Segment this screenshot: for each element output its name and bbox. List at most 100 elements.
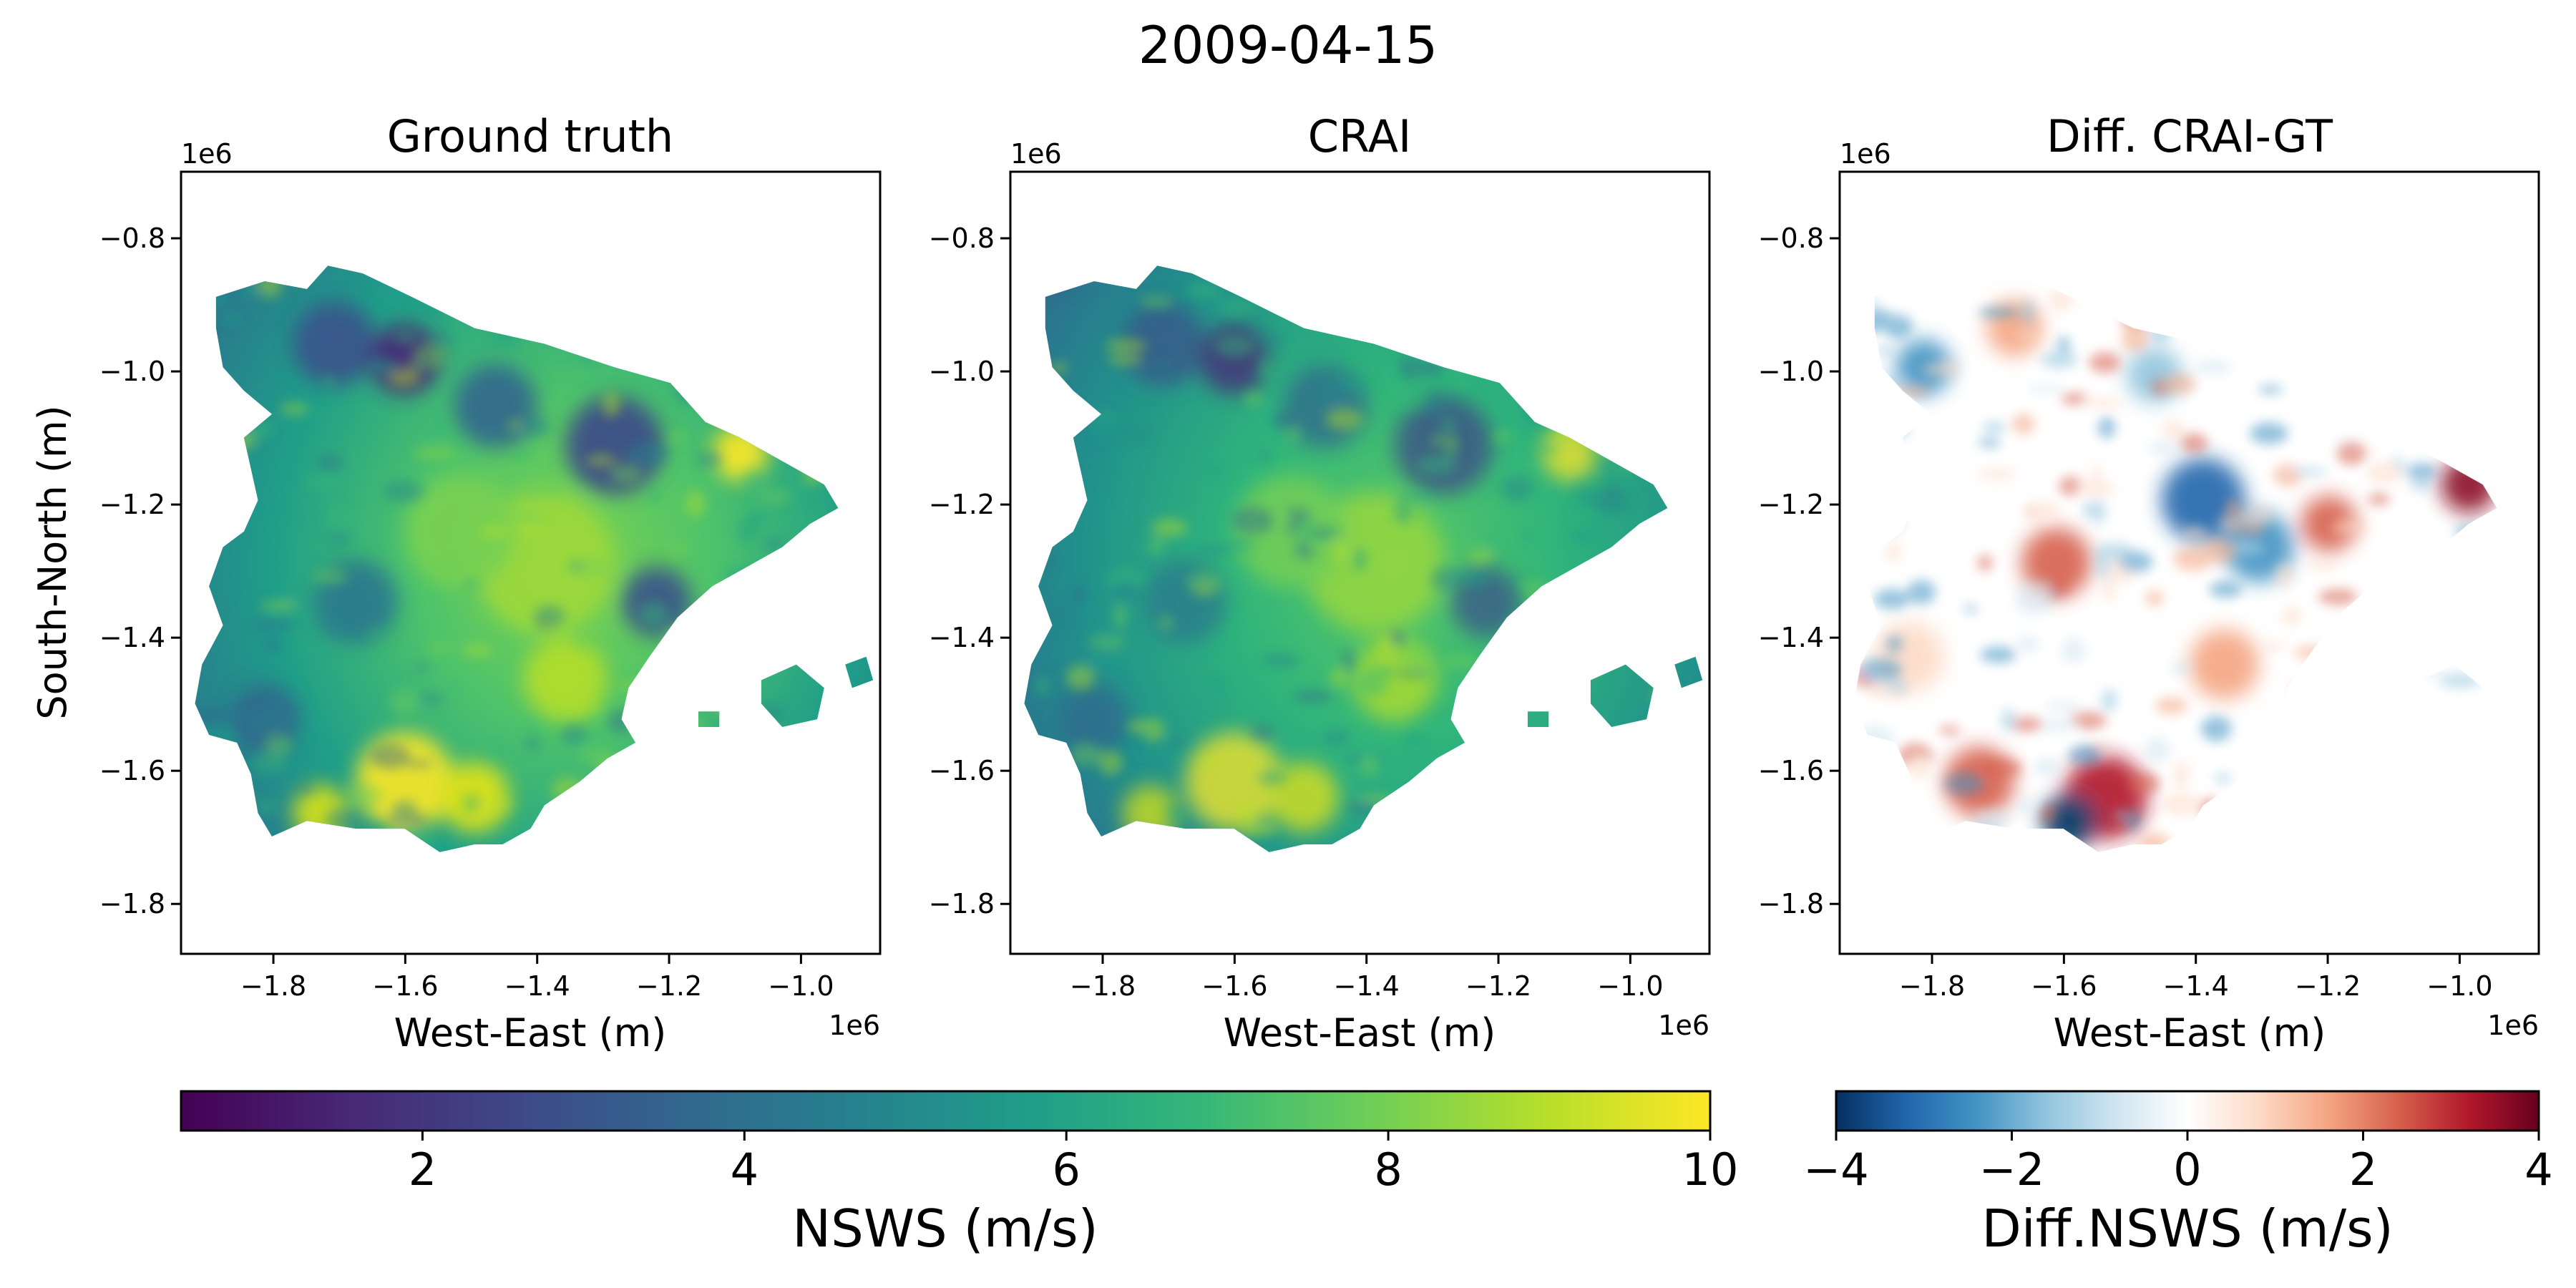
field-texture	[1396, 491, 1437, 500]
field-texture	[2201, 537, 2237, 564]
field-texture	[1853, 307, 1894, 333]
field-texture	[411, 343, 448, 370]
field-texture	[253, 619, 296, 630]
field-texture	[1292, 690, 1335, 703]
field-texture	[710, 688, 733, 712]
field-texture	[1420, 278, 1462, 303]
field-texture	[2049, 288, 2074, 311]
field-anomaly	[1143, 560, 1227, 645]
y-ticks-diff: −0.8 −1.0 −1.2 −1.4 −1.6 −1.8	[1758, 223, 1840, 919]
field-texture	[1395, 668, 1433, 678]
field-texture	[1531, 444, 1563, 454]
field-texture	[801, 408, 837, 418]
x-offset-label-diff: 1e6	[2487, 1010, 2539, 1041]
field-texture	[2202, 295, 2220, 306]
field-texture	[1403, 733, 1428, 746]
field-texture	[675, 379, 698, 403]
field-texture	[344, 784, 383, 806]
field-texture	[1126, 413, 1154, 421]
field-texture	[740, 564, 770, 589]
field-texture	[2454, 525, 2484, 540]
field-texture	[761, 783, 775, 800]
field-texture	[1482, 532, 1506, 555]
field-texture	[2422, 813, 2454, 838]
field-texture	[1863, 512, 1902, 534]
field-texture	[523, 737, 541, 751]
y-tick-label: −1.6	[1758, 755, 1824, 786]
field-texture	[1127, 719, 1156, 733]
field-texture	[1087, 635, 1126, 649]
field-texture	[2121, 326, 2149, 352]
y-tick-label: −1.2	[1758, 489, 1824, 520]
colorbar-nsws-label: NSWS (m/s)	[792, 1199, 1098, 1259]
field-texture	[802, 462, 824, 485]
field-texture	[647, 740, 684, 763]
field-texture	[2301, 726, 2316, 736]
field-texture	[718, 394, 754, 418]
field-texture	[671, 359, 713, 377]
field-texture	[585, 454, 617, 467]
field-texture	[1415, 360, 1444, 376]
field-texture	[1553, 425, 1576, 445]
field-texture	[2149, 318, 2172, 345]
colorbar-tick-label: 2	[409, 1143, 436, 1196]
field-texture	[2352, 770, 2394, 789]
field-texture	[1972, 809, 2012, 825]
field-texture	[1649, 691, 1686, 701]
field-texture	[1886, 540, 1901, 563]
field-texture	[1640, 329, 1671, 353]
field-texture	[712, 668, 749, 686]
map-crai	[1024, 265, 1703, 852]
colorbar-tick-label: 10	[1682, 1143, 1739, 1196]
field-texture	[814, 504, 826, 514]
field-texture	[1860, 660, 1877, 674]
field-texture	[1908, 756, 1930, 780]
field-texture	[1977, 555, 1993, 572]
field-texture	[415, 663, 430, 672]
field-texture	[195, 708, 232, 726]
field-texture	[729, 295, 743, 311]
field-anomaly	[1199, 324, 1269, 395]
field-texture	[1938, 726, 1961, 735]
y-offset-label-diff: 1e6	[1840, 138, 1891, 170]
panel-title-crai: CRAI	[1308, 110, 1412, 162]
field-texture	[1638, 298, 1651, 315]
field-texture	[2001, 708, 2016, 731]
field-texture	[1614, 464, 1639, 472]
field-texture	[1107, 354, 1144, 366]
field-texture	[2044, 701, 2082, 712]
y-tick-label: −1.0	[1758, 356, 1824, 387]
y-tick-label: −1.8	[929, 888, 995, 919]
field-texture	[1296, 547, 1316, 559]
y-tick-label: −1.6	[929, 755, 995, 786]
field-texture	[1309, 381, 1347, 405]
field-texture	[2113, 810, 2129, 822]
field-anomaly	[1395, 396, 1493, 495]
panel-diff: Diff. CRAI-GT −0.8 −1.0 −1.2 −1.4 −1.6 −1.8 −…	[1758, 110, 2540, 1055]
field-texture	[195, 290, 231, 308]
field-texture	[260, 601, 298, 610]
field-texture	[715, 699, 744, 716]
y-offset-label-ground-truth: 1e6	[181, 138, 233, 170]
field-texture	[1403, 796, 1440, 811]
y-ticks-ground-truth: −0.8 −1.0 −1.2 −1.4 −1.6 −1.8	[99, 223, 181, 919]
field-texture	[628, 766, 642, 787]
y-tick-label: −1.4	[929, 622, 995, 653]
field-texture	[389, 690, 420, 716]
field-texture	[2406, 462, 2437, 481]
field-texture	[321, 617, 344, 634]
field-anomaly	[2189, 629, 2260, 700]
field-texture	[2077, 482, 2116, 497]
field-texture	[462, 644, 493, 657]
field-texture	[791, 399, 831, 423]
field-texture	[738, 518, 758, 543]
field-texture	[1538, 328, 1581, 341]
field-texture	[2273, 464, 2304, 487]
field-texture	[367, 357, 400, 376]
field-texture	[1322, 730, 1351, 745]
field-texture	[2305, 292, 2326, 312]
field-texture	[1874, 346, 1896, 355]
field-texture	[2083, 397, 2124, 408]
field-texture	[2336, 518, 2363, 527]
x-tick-label: −1.8	[240, 970, 306, 1002]
